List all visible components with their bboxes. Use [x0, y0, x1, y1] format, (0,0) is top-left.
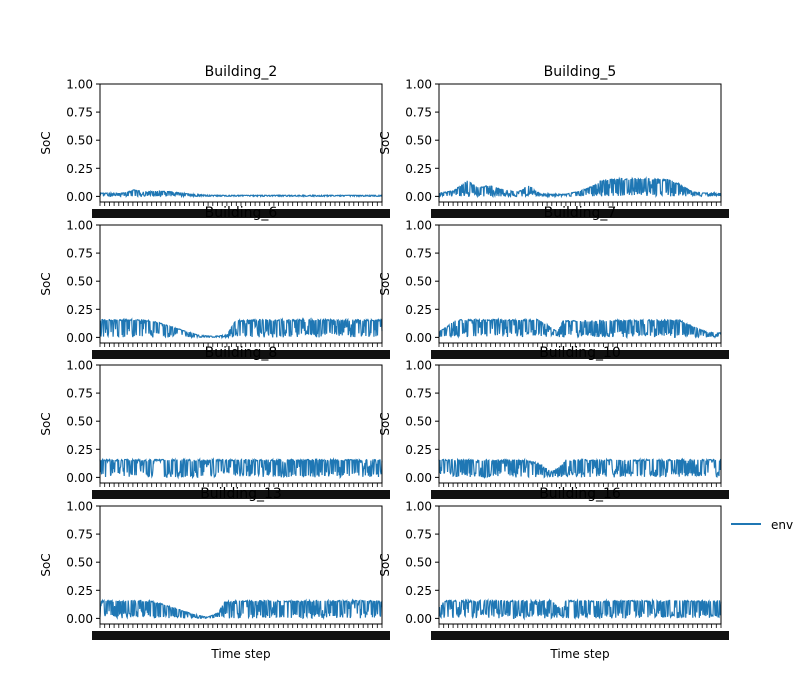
y-tick-label: 0.50 — [66, 415, 93, 429]
x-tick-labels-overlap — [431, 350, 729, 359]
y-tick-label: 0.25 — [405, 162, 432, 176]
series-line-env — [99, 189, 383, 199]
series-line-env — [438, 457, 722, 479]
y-axis-label: SoC — [39, 131, 53, 154]
y-tick-label: 1.00 — [405, 219, 432, 233]
y-tick-label: 0.50 — [405, 275, 432, 289]
x-axis-label: Time step — [210, 647, 270, 661]
y-tick-label: 0.25 — [66, 303, 93, 317]
y-tick-label: 1.00 — [66, 359, 93, 373]
y-tick-label: 0.25 — [66, 443, 93, 457]
x-tick-labels-overlap — [431, 209, 729, 218]
y-tick-label: 0.00 — [66, 331, 93, 345]
subplot-title: Building_2 — [205, 64, 278, 80]
y-axis-label: SoC — [378, 131, 392, 154]
subplot-title: Building_10 — [539, 345, 621, 361]
subplot-title: Building_6 — [205, 205, 278, 221]
subplot-building-10: Building_10 0.00 0.25 0.50 0.75 1.00 SoC — [378, 345, 729, 499]
series-line-env — [438, 317, 722, 339]
series-line-env — [99, 317, 383, 340]
subplot-building-6: Building_6 0.00 0.25 0.50 0.75 1.00 SoC — [39, 205, 390, 359]
y-tick-label: 0.75 — [405, 528, 432, 542]
y-tick-label: 1.00 — [405, 500, 432, 514]
series-line-env — [99, 457, 383, 480]
x-ticks — [99, 624, 383, 628]
y-axis-label: SoC — [39, 272, 53, 295]
x-tick-labels-overlap — [92, 350, 390, 359]
y-tick-label: 1.00 — [66, 219, 93, 233]
y-tick-label: 0.50 — [405, 134, 432, 148]
y-tick-label: 0.25 — [405, 584, 432, 598]
x-ticks — [438, 202, 722, 206]
y-axis-label: SoC — [378, 553, 392, 576]
y-tick-label: 0.25 — [405, 303, 432, 317]
subplot-title: Building_7 — [544, 205, 617, 221]
subplot-building-2: Building_2 0.00 0.25 0.50 0.75 1.00 SoC — [39, 64, 390, 218]
y-tick-label: 0.00 — [405, 612, 432, 626]
y-tick-label: 0.75 — [66, 247, 93, 261]
x-tick-labels-overlap — [431, 490, 729, 499]
y-axis-label: SoC — [39, 412, 53, 435]
y-tick-label: 0.25 — [66, 162, 93, 176]
y-tick-label: 0.50 — [66, 134, 93, 148]
y-tick-label: 0.75 — [405, 247, 432, 261]
series-line-env — [438, 176, 722, 199]
y-tick-label: 0.75 — [405, 106, 432, 120]
y-tick-label: 0.75 — [66, 106, 93, 120]
subplot-building-16: Building_16 0.00 0.25 0.50 0.75 1.00 SoC Time s… — [378, 486, 729, 661]
y-tick-label: 0.00 — [66, 190, 93, 204]
series-line-env — [438, 598, 722, 621]
subplot-building-13: Building_13 0.00 0.25 0.50 0.75 1.00 SoC Time s… — [39, 486, 390, 661]
x-ticks — [99, 202, 383, 206]
x-ticks — [438, 624, 722, 628]
subplot-building-8: Building_8 0.00 0.25 0.50 0.75 1.00 SoC — [39, 345, 390, 499]
y-tick-label: 0.50 — [405, 415, 432, 429]
y-tick-label: 0.50 — [66, 556, 93, 570]
subplot-title: Building_16 — [539, 486, 621, 502]
legend-label: env — [771, 518, 793, 532]
legend: env — [731, 518, 793, 532]
y-axis-label: SoC — [378, 272, 392, 295]
y-tick-label: 0.75 — [405, 387, 432, 401]
x-tick-labels-overlap — [92, 209, 390, 218]
y-axis-label: SoC — [378, 412, 392, 435]
series-line-env — [99, 598, 383, 620]
x-ticks — [438, 483, 722, 487]
x-ticks — [99, 483, 383, 487]
x-tick-labels-overlap — [431, 631, 729, 640]
y-tick-label: 0.75 — [66, 387, 93, 401]
y-tick-label: 0.50 — [66, 275, 93, 289]
y-tick-label: 0.00 — [66, 471, 93, 485]
x-tick-labels-overlap — [92, 631, 390, 640]
y-tick-label: 1.00 — [405, 78, 432, 92]
y-tick-label: 0.00 — [66, 612, 93, 626]
x-ticks — [438, 343, 722, 347]
subplot-title: Building_8 — [205, 345, 278, 361]
y-tick-label: 0.00 — [405, 190, 432, 204]
x-axis-label: Time step — [549, 647, 609, 661]
y-tick-label: 0.25 — [405, 443, 432, 457]
y-tick-label: 0.00 — [405, 471, 432, 485]
x-ticks — [99, 343, 383, 347]
subplot-title: Building_13 — [200, 486, 282, 502]
y-axis-label: SoC — [39, 553, 53, 576]
y-tick-label: 0.00 — [405, 331, 432, 345]
subplot-grid: Building_20.000.250.500.751.00SoCBuildin… — [39, 64, 729, 661]
y-tick-label: 1.00 — [405, 359, 432, 373]
y-tick-label: 0.50 — [405, 556, 432, 570]
y-tick-label: 0.75 — [66, 528, 93, 542]
y-tick-label: 1.00 — [66, 78, 93, 92]
y-tick-label: 1.00 — [66, 500, 93, 514]
x-tick-labels-overlap — [92, 490, 390, 499]
subplot-building-5: Building_5 0.00 0.25 0.50 0.75 1.00 SoC — [378, 64, 729, 218]
subplot-title: Building_5 — [544, 64, 617, 80]
y-tick-label: 0.25 — [66, 584, 93, 598]
subplot-building-7: Building_7 0.00 0.25 0.50 0.75 1.00 SoC — [378, 205, 729, 359]
